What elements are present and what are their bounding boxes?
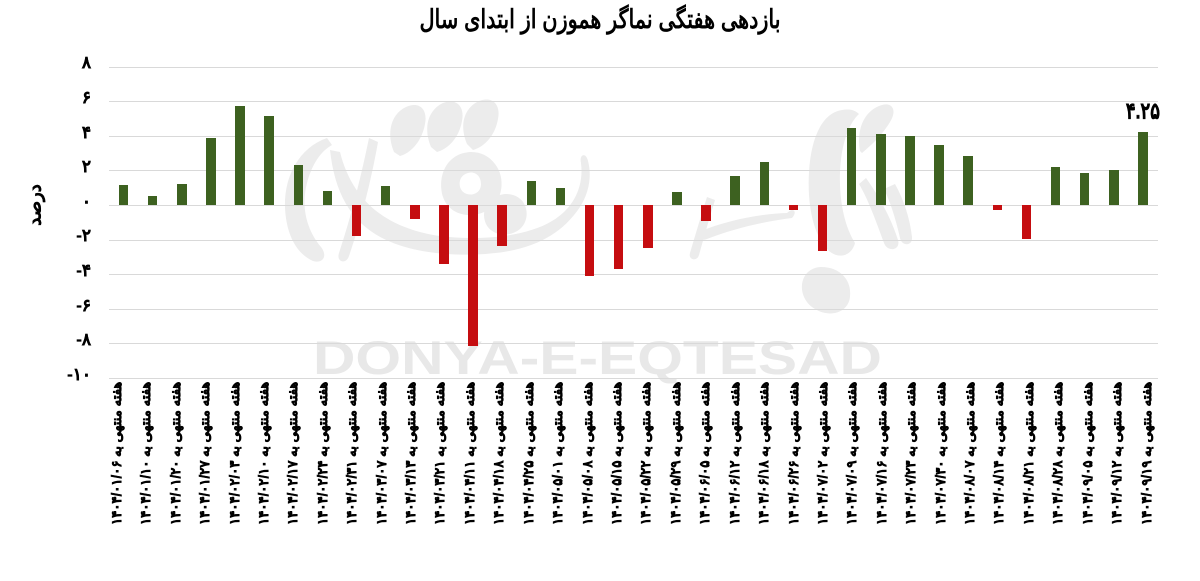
svg-text:DONYA-E-EQTESAD: DONYA-E-EQTESAD [313, 332, 882, 384]
